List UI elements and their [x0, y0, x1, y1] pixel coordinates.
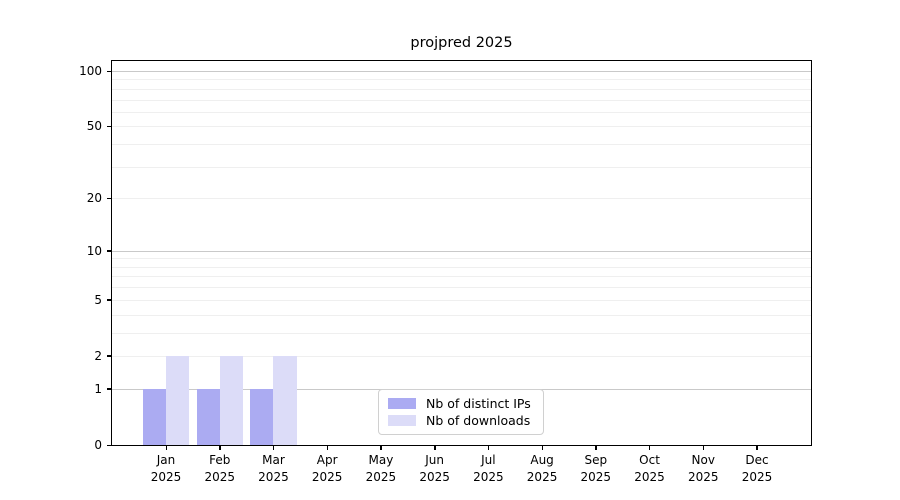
x-tick-label-line: Jun — [425, 453, 444, 467]
grid-line-minor — [112, 314, 811, 316]
x-tick-label-line: Jul — [481, 453, 496, 467]
grid-line-minor — [112, 126, 811, 128]
y-tick-mark — [107, 444, 112, 446]
x-tick-label-line: Feb — [209, 453, 231, 467]
bar-downloads-jan — [166, 355, 190, 445]
y-tick-mark — [107, 250, 112, 252]
grid-line-minor — [112, 276, 811, 278]
grid-line-major — [112, 71, 811, 72]
y-tick-label: 100 — [79, 64, 102, 78]
bar-downloads-feb — [219, 355, 243, 445]
y-tick-label: 2 — [94, 348, 102, 363]
y-tick-mark — [107, 125, 112, 128]
legend-swatch-downloads — [388, 415, 416, 426]
x-tick-mark — [326, 446, 329, 450]
grid-line-major — [112, 250, 811, 252]
legend-item-distinct-ips: Nb of distinct IPs — [388, 395, 534, 412]
x-tick-mark — [595, 446, 597, 450]
x-tick-label-line: Apr — [316, 453, 338, 467]
grid-line-minor — [112, 355, 811, 357]
y-tick-label: 1 — [94, 381, 102, 396]
x-tick-label-line: 2025 — [204, 470, 235, 484]
x-tick-label: Sep 2025 — [561, 452, 631, 486]
grid-line-minor — [112, 266, 811, 268]
x-tick-label-line: 2025 — [687, 470, 719, 484]
x-tick-label: Apr 2025 — [292, 452, 362, 486]
x-tick-label: Dec 2025 — [722, 452, 792, 486]
x-tick-mark — [434, 446, 436, 450]
y-tick-label: 0 — [94, 438, 102, 452]
x-tick-mark — [541, 446, 543, 450]
y-tick-label: 50 — [86, 119, 102, 134]
x-tick-label-line: 2025 — [258, 470, 289, 484]
grid-line-minor — [112, 79, 811, 81]
x-tick-mark — [165, 446, 167, 450]
legend-swatch-distinct-ips — [388, 398, 416, 409]
legend-label-downloads: Nb of downloads — [426, 413, 531, 428]
x-tick-mark — [487, 446, 490, 450]
x-tick-label: Feb 2025 — [185, 452, 255, 486]
y-tick-mark — [107, 197, 112, 200]
x-tick-label-line: 2025 — [473, 470, 504, 484]
x-tick-label: Jul 2025 — [453, 452, 523, 486]
x-tick-mark — [272, 446, 275, 450]
y-tick-mark — [107, 70, 112, 72]
x-tick-label-line: Jan — [156, 453, 176, 467]
y-tick-label: 10 — [86, 243, 102, 258]
y-tick-mark — [107, 355, 112, 357]
x-tick-label: Nov 2025 — [668, 452, 738, 486]
y-tick-label: 5 — [94, 292, 102, 307]
legend-item-downloads: Nb of downloads — [388, 412, 534, 429]
legend: Nb of distinct IPs Nb of downloads — [378, 389, 544, 435]
x-tick-label-line: 2025 — [311, 470, 343, 484]
y-tick-label: 20 — [86, 191, 102, 206]
x-tick-label-line: 2025 — [150, 470, 182, 484]
x-tick-mark — [702, 446, 705, 450]
x-tick-label-line: 2025 — [580, 470, 612, 484]
grid-line-minor — [112, 258, 811, 260]
x-tick-label: Mar 2025 — [238, 452, 308, 486]
plot-area — [111, 60, 812, 446]
x-tick-label: May 2025 — [346, 452, 416, 486]
grid-line-minor — [112, 111, 811, 113]
x-tick-label: Jun 2025 — [400, 452, 470, 486]
x-tick-label-line: 2025 — [634, 470, 665, 484]
x-tick-label: Jan 2025 — [131, 452, 201, 486]
grid-line-minor — [112, 299, 811, 301]
grid-line-minor — [112, 144, 811, 146]
legend-label-distinct-ips: Nb of distinct IPs — [426, 396, 531, 411]
x-tick-mark — [756, 446, 758, 450]
x-tick-mark — [219, 446, 221, 450]
grid-line-minor — [112, 88, 811, 90]
x-tick-label: Aug 2025 — [507, 452, 577, 486]
x-tick-label-line: 2025 — [741, 470, 773, 484]
x-tick-label: Oct 2025 — [615, 452, 685, 486]
x-tick-label-line: Dec — [745, 453, 769, 467]
bar-distinct-ips-mar — [250, 388, 274, 445]
y-tick-mark — [107, 299, 112, 301]
bar-distinct-ips-feb — [196, 388, 220, 445]
grid-line-minor — [112, 332, 811, 334]
grid-line-minor — [112, 99, 811, 101]
x-tick-label-line: Oct — [639, 453, 660, 467]
bar-downloads-mar — [273, 355, 297, 445]
x-tick-label-line: Mar — [262, 453, 285, 467]
x-tick-label-line: May — [368, 453, 394, 467]
x-tick-mark — [649, 446, 651, 450]
grid-line-minor — [112, 198, 811, 200]
y-tick-mark — [107, 388, 112, 390]
grid-line-minor — [112, 166, 811, 168]
bar-distinct-ips-jan — [142, 388, 166, 445]
x-tick-label-line: 2025 — [526, 470, 558, 484]
chart-title: projpred 2025 — [410, 35, 513, 51]
x-tick-label-line: Aug — [530, 453, 554, 467]
x-tick-label-line: 2025 — [419, 470, 450, 484]
x-tick-label-line: Nov — [691, 453, 715, 467]
x-tick-mark — [380, 446, 382, 450]
grid-line-minor — [112, 287, 811, 289]
x-tick-label-line: Sep — [584, 453, 608, 467]
x-tick-label-line: 2025 — [365, 470, 397, 484]
